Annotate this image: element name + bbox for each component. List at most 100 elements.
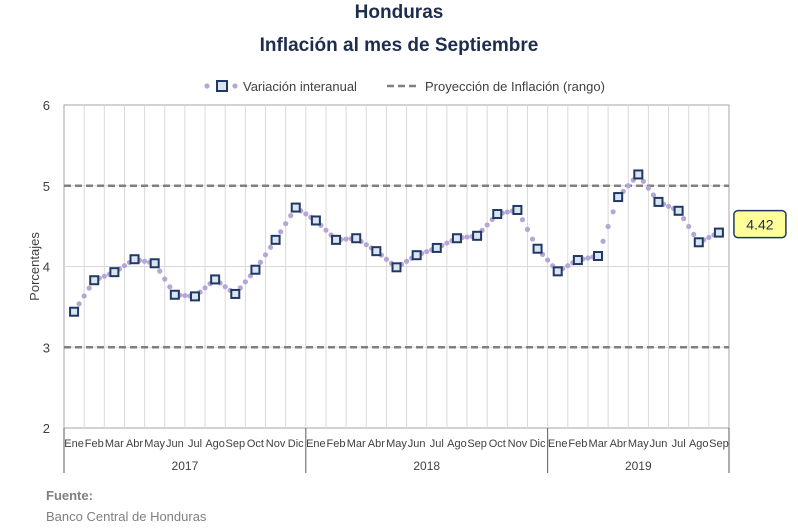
series-dot xyxy=(101,273,107,279)
x-tick-label: Feb xyxy=(327,438,346,450)
data-point xyxy=(431,242,442,253)
series-dot xyxy=(202,285,208,291)
series-dot xyxy=(691,231,697,238)
year-label: 2017 xyxy=(172,459,199,473)
series-dot xyxy=(142,258,148,264)
x-tick-label: Ago xyxy=(205,438,225,450)
data-point xyxy=(613,192,624,203)
series-dot xyxy=(600,238,606,244)
series-dot xyxy=(444,240,450,246)
x-tick-label: Abr xyxy=(368,438,385,450)
series-dot xyxy=(182,292,188,299)
series-dot xyxy=(545,257,551,263)
data-point xyxy=(149,258,160,269)
series-dot xyxy=(650,192,657,198)
series-dot xyxy=(640,178,646,184)
y-tick-label: 6 xyxy=(43,98,50,113)
data-point xyxy=(270,234,281,245)
legend-label-series: Variación interanual xyxy=(243,79,357,94)
data-point xyxy=(331,234,342,245)
series-dot xyxy=(257,259,264,265)
series-dot xyxy=(343,236,349,242)
x-tick-label: Ene xyxy=(548,438,568,450)
x-tick-label: Feb xyxy=(568,438,587,450)
data-point xyxy=(593,251,604,262)
series-dot xyxy=(610,209,616,215)
series-dot xyxy=(283,221,289,227)
x-tick-label: Oct xyxy=(247,438,264,450)
x-tick-label: Jul xyxy=(188,438,202,450)
x-tick-label: May xyxy=(628,438,649,450)
series-dot xyxy=(403,258,410,264)
data-point xyxy=(189,291,200,302)
series-dot xyxy=(162,276,168,282)
series-dot xyxy=(706,234,712,241)
series-dot xyxy=(645,185,651,191)
series-dot xyxy=(323,227,329,233)
series-dot xyxy=(605,223,611,230)
x-tick-label: Mar xyxy=(589,438,608,450)
series-dot xyxy=(519,217,526,223)
chart-subtitle: Inflación al mes de Septiembre xyxy=(259,35,539,56)
data-point xyxy=(169,289,180,300)
data-point xyxy=(69,306,80,317)
source-text: Banco Central de Honduras xyxy=(46,509,207,524)
year-label: 2019 xyxy=(625,459,652,473)
data-point xyxy=(552,266,563,277)
data-point xyxy=(109,267,120,278)
y-tick-label: 5 xyxy=(43,179,50,194)
data-point xyxy=(129,254,140,265)
x-tick-label: Dic xyxy=(288,438,304,450)
y-axis-label: Porcentajes xyxy=(27,232,42,301)
series-dot xyxy=(288,213,294,219)
value-callout-box xyxy=(733,209,787,239)
series-dot xyxy=(665,203,672,209)
x-tick-label: Ene xyxy=(306,438,326,450)
data-point xyxy=(451,233,462,244)
x-tick-label: Jun xyxy=(650,438,668,450)
data-point xyxy=(492,209,503,220)
series-dot xyxy=(303,211,309,217)
x-tick-label: Mar xyxy=(105,438,124,450)
data-point xyxy=(411,250,422,261)
year-label: 2018 xyxy=(413,459,440,473)
series-dot xyxy=(585,255,591,261)
series-dot xyxy=(383,256,390,262)
series-dot xyxy=(524,226,531,232)
legend-label-projection: Proyección de Inflación (rango) xyxy=(425,79,605,94)
y-tick-label: 2 xyxy=(43,421,50,436)
data-point xyxy=(472,230,483,241)
series-dot xyxy=(86,285,92,291)
data-point xyxy=(693,237,704,248)
series-dot xyxy=(529,236,536,242)
data-point xyxy=(250,264,261,275)
data-point xyxy=(351,233,362,244)
series-dot xyxy=(464,234,470,240)
data-point xyxy=(633,169,644,180)
x-tick-label: Dic xyxy=(530,438,546,450)
series-dot xyxy=(262,252,269,258)
data-point xyxy=(290,202,301,213)
series-dot xyxy=(625,183,631,189)
x-tick-label: May xyxy=(144,438,165,450)
series-dot xyxy=(157,268,163,274)
source-note: Fuente: Banco Central de Honduras xyxy=(46,488,206,524)
series-dot xyxy=(681,216,687,222)
x-tick-label: Jun xyxy=(408,438,426,450)
x-tick-label: Sep xyxy=(467,438,487,450)
series-dot xyxy=(167,284,173,290)
x-tick-label: Sep xyxy=(709,438,729,450)
data-point xyxy=(572,255,583,266)
x-tick-label: Jun xyxy=(166,438,184,450)
series-dot xyxy=(484,222,490,228)
x-tick-label: Oct xyxy=(489,438,506,450)
series-dot xyxy=(121,263,128,269)
data-point xyxy=(673,205,684,216)
x-tick-label: Mar xyxy=(347,438,366,450)
series-dot xyxy=(565,263,571,269)
x-tick-label: Abr xyxy=(610,438,627,450)
source-label: Fuente: xyxy=(46,488,93,503)
data-point xyxy=(230,288,241,299)
series-dot xyxy=(363,242,369,248)
data-point xyxy=(210,274,221,285)
